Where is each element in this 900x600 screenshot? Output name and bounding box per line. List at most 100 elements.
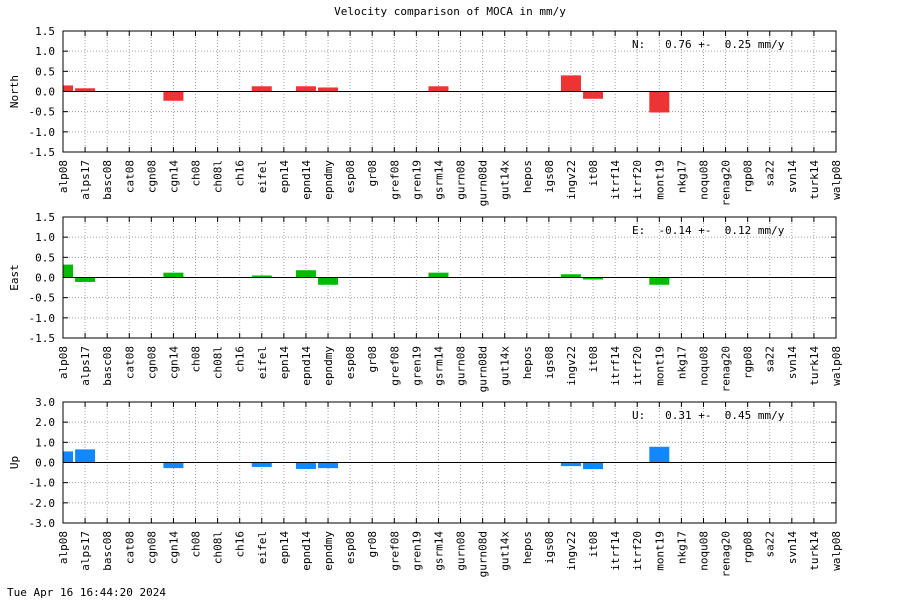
bar	[295, 462, 316, 469]
x-tick-label: epndmy	[322, 531, 335, 571]
bar	[251, 462, 272, 467]
x-tick-label: ch16	[234, 346, 247, 373]
x-tick-label: cat08	[123, 160, 136, 193]
bar	[560, 75, 581, 92]
x-tick-label: noqu08	[697, 160, 710, 200]
x-tick-label: gurn08	[455, 160, 468, 200]
x-tick-label: basc08	[101, 160, 114, 200]
x-tick-label: basc08	[101, 346, 114, 386]
x-tick-label: sa22	[764, 531, 777, 558]
bar	[649, 91, 670, 113]
x-tick-label: mont19	[653, 531, 666, 571]
stats-annotation: N: 0.76 +- 0.25 mm/y	[632, 38, 785, 51]
x-tick-label: ch08	[190, 160, 203, 187]
x-tick-label: noqu08	[697, 531, 710, 571]
x-tick-label: ingv22	[565, 531, 578, 571]
y-tick-label: 1.0	[35, 436, 55, 449]
x-tick-label: cat08	[123, 346, 136, 379]
x-tick-label: walp08	[830, 531, 843, 571]
x-tick-label: epndmy	[322, 346, 335, 386]
bar	[163, 91, 184, 101]
plot-frame	[62, 216, 837, 339]
x-tick-label: alps17	[79, 531, 92, 571]
x-tick-label: eifel	[256, 160, 269, 193]
x-tick-label: svn14	[786, 531, 799, 564]
x-tick-label: ch16	[234, 160, 247, 187]
y-tick-label: -3.0	[29, 517, 56, 530]
x-tick-label: gref08	[388, 531, 401, 571]
x-tick-label: alps17	[79, 160, 92, 200]
y-tick-label: -1.0	[29, 126, 56, 139]
x-tick-label: rgp08	[742, 531, 755, 564]
y-axis-label: North	[8, 75, 21, 108]
x-tick-label: gr08	[366, 346, 379, 373]
x-tick-label: itrf14	[609, 531, 622, 571]
x-tick-label: gren19	[410, 346, 423, 386]
y-tick-label: 0.0	[35, 86, 55, 99]
x-tick-label: cgn14	[167, 160, 180, 193]
y-tick-label: 1.5	[35, 211, 55, 224]
y-tick-label: 3.0	[35, 396, 55, 409]
y-tick-label: 0.0	[35, 457, 55, 470]
x-tick-label: gurn08d	[477, 531, 490, 577]
x-tick-label: igs08	[543, 160, 556, 193]
x-tick-label: epn14	[278, 160, 291, 193]
stats-annotation: E: -0.14 +- 0.12 mm/y	[632, 224, 785, 237]
x-tick-label: itrf20	[631, 346, 644, 386]
bar	[163, 462, 184, 469]
x-tick-label: gref08	[388, 160, 401, 200]
bar	[583, 91, 604, 99]
y-tick-label: -1.0	[29, 477, 56, 490]
y-tick-label: -0.5	[29, 106, 56, 119]
bar	[583, 462, 604, 470]
x-tick-label: epnd14	[300, 531, 313, 571]
x-tick-label: hepos	[521, 531, 534, 564]
x-tick-label: gren19	[410, 531, 423, 571]
x-tick-label: gut14x	[499, 160, 512, 200]
y-tick-label: 1.0	[35, 231, 55, 244]
x-tick-label: ch08	[190, 531, 203, 558]
bar	[295, 270, 316, 278]
x-tick-label: ch08l	[212, 160, 225, 193]
x-tick-label: esp08	[344, 531, 357, 564]
x-tick-label: hepos	[521, 346, 534, 379]
x-tick-label: walp08	[830, 160, 843, 200]
x-tick-label: turk14	[808, 160, 821, 200]
x-tick-label: gurn08	[455, 531, 468, 571]
x-tick-label: itrf20	[631, 160, 644, 200]
bar	[251, 275, 272, 278]
x-tick-label: alp08	[57, 160, 70, 193]
x-tick-label: itrf20	[631, 531, 644, 571]
x-tick-label: epndmy	[322, 160, 335, 200]
bar	[63, 451, 73, 463]
x-tick-label: hepos	[521, 160, 534, 193]
x-tick-label: gr08	[366, 531, 379, 558]
y-tick-label: -1.0	[29, 312, 56, 325]
x-tick-label: epn14	[278, 531, 291, 564]
x-tick-label: basc08	[101, 531, 114, 571]
y-tick-label: 2.0	[35, 416, 55, 429]
bar	[649, 446, 670, 463]
x-tick-label: esp08	[344, 346, 357, 379]
bar	[295, 86, 316, 92]
x-tick-label: cgn14	[167, 346, 180, 379]
x-tick-label: gren19	[410, 160, 423, 200]
x-tick-label: eifel	[256, 531, 269, 564]
x-tick-label: itrf14	[609, 346, 622, 386]
stats-annotation: U: 0.31 +- 0.45 mm/y	[632, 409, 785, 422]
x-tick-label: it08	[587, 160, 600, 187]
x-tick-label: ch08	[190, 346, 203, 373]
x-tick-label: renag20	[720, 346, 733, 392]
x-tick-label: alp08	[57, 531, 70, 564]
x-tick-label: it08	[587, 346, 600, 373]
x-tick-label: itrf14	[609, 160, 622, 200]
x-tick-label: esp08	[344, 160, 357, 193]
x-tick-label: gsrm14	[432, 346, 445, 386]
x-tick-label: epnd14	[300, 160, 313, 200]
y-tick-label: 1.5	[35, 25, 55, 38]
bar	[318, 277, 339, 285]
x-tick-label: renag20	[720, 531, 733, 577]
bar	[163, 272, 184, 278]
